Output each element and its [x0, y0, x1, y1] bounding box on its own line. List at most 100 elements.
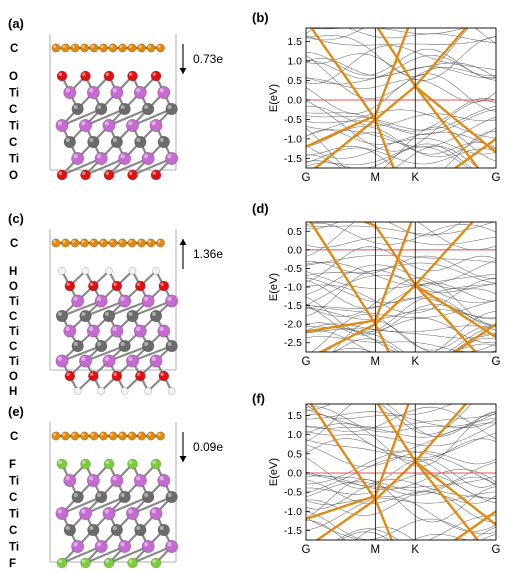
atom-c — [102, 309, 116, 323]
band-panel-2: (f)1.51.00.50.0-0.5-1.0-1.5G M K GE(eV) — [252, 391, 501, 556]
graphene-band — [309, 404, 480, 540]
mxene-bond — [108, 299, 149, 318]
graphene-band — [414, 85, 496, 154]
band-line — [306, 318, 496, 343]
band-line — [306, 28, 469, 77]
atom-ti-shine — [73, 296, 78, 301]
band-line — [306, 12, 496, 25]
graphene-atom-shine — [81, 433, 85, 436]
graphene-atom-shine — [110, 433, 113, 436]
atom-o-shine — [152, 72, 156, 76]
atom-c-shine — [144, 492, 149, 497]
atom-f — [80, 458, 91, 470]
graphene-atom — [80, 43, 90, 53]
atom-ti-shine — [143, 296, 149, 301]
atom-o — [80, 70, 91, 82]
band-line — [306, 36, 496, 81]
y-tick-label: -0.5 — [284, 487, 302, 499]
atom-ti — [55, 119, 69, 133]
atom-c-shine — [73, 104, 78, 109]
band-line — [306, 438, 496, 462]
mxene-bond — [61, 545, 102, 565]
atom-h — [105, 267, 113, 275]
structure-panel-2: (e) C 0.09e F Ti C Ti C Ti F — [8, 404, 223, 570]
atom-o — [64, 370, 76, 382]
atom-f — [150, 557, 162, 569]
atom-o — [150, 70, 162, 82]
y-tick-label: -2.5 — [284, 337, 302, 349]
atom-ti-shine — [81, 509, 86, 514]
graphene-atom-shine — [148, 433, 151, 436]
atom-o-shine — [160, 372, 164, 376]
graphene-atom — [80, 238, 90, 248]
atom-c-shine — [120, 492, 125, 497]
graphene-atom-shine — [157, 433, 161, 436]
atom-o — [88, 370, 99, 382]
band-line — [306, 98, 496, 132]
atom-o — [158, 280, 170, 292]
layer-label: Ti — [9, 509, 19, 521]
graphene-atom-shine — [157, 45, 161, 48]
y-tick-label: 0.0 — [287, 244, 302, 256]
atom-o — [135, 370, 146, 382]
layer-label: O — [9, 71, 18, 83]
atom-h — [144, 387, 153, 395]
atom-o — [64, 280, 76, 292]
band-line — [306, 479, 496, 510]
atom-c — [157, 135, 170, 149]
atom-o-shine — [66, 372, 70, 376]
atom-ti-shine — [112, 326, 117, 331]
graphene-atom — [137, 431, 147, 441]
band-line — [306, 300, 496, 318]
atom-c — [134, 135, 147, 149]
atom-ti — [55, 506, 69, 520]
y-tick-label: -1.0 — [284, 282, 302, 294]
atom-ti — [110, 324, 124, 338]
graphene-atom-shine — [119, 240, 123, 243]
graphene-atom-shine — [138, 45, 142, 48]
atom-ti — [126, 354, 140, 368]
atom-ti-shine — [135, 88, 141, 93]
atom-ti-shine — [128, 356, 133, 361]
band-line — [306, 277, 496, 326]
atom-c-shine — [151, 311, 156, 316]
atom-c — [71, 102, 84, 116]
y-tick-label: 1.0 — [287, 56, 302, 68]
atom-c — [95, 339, 108, 353]
layer-label: C — [9, 104, 17, 116]
graphene-atom — [156, 431, 166, 441]
layer-label: Ti — [9, 121, 19, 133]
band-line — [306, 278, 496, 314]
band-line — [306, 469, 496, 490]
band-line — [306, 479, 496, 504]
band-line — [311, 314, 496, 352]
graphene-atom — [60, 431, 70, 441]
band-line — [306, 126, 496, 168]
atom-h — [97, 387, 106, 395]
atom-o — [111, 370, 123, 382]
graphene-atom-shine — [62, 433, 66, 436]
kpoint-label: M — [371, 172, 381, 184]
layer-label: O — [9, 170, 18, 182]
graphene-band — [376, 28, 468, 89]
atom-ti-shine — [88, 476, 94, 481]
atom-c-shine — [73, 492, 78, 497]
atom-h — [128, 267, 137, 275]
atom-ti — [71, 152, 85, 166]
atom-c — [134, 523, 147, 537]
y-tick-label: -0.5 — [284, 114, 302, 126]
band-line — [306, 451, 496, 486]
atom-ti — [133, 86, 147, 100]
atom-ti-shine — [120, 154, 125, 159]
atom-ti — [118, 152, 132, 166]
atom-f — [150, 458, 162, 470]
atom-ti-shine — [81, 121, 86, 126]
atom-c-shine — [136, 525, 141, 530]
graphene-atom-shine — [100, 45, 104, 48]
graphene-atom-shine — [81, 240, 85, 243]
atom-ti — [79, 506, 93, 520]
graphene-atom — [89, 43, 99, 53]
graphene-atom — [89, 238, 99, 248]
graphene-band — [306, 222, 413, 333]
mxene-bond — [85, 107, 126, 127]
